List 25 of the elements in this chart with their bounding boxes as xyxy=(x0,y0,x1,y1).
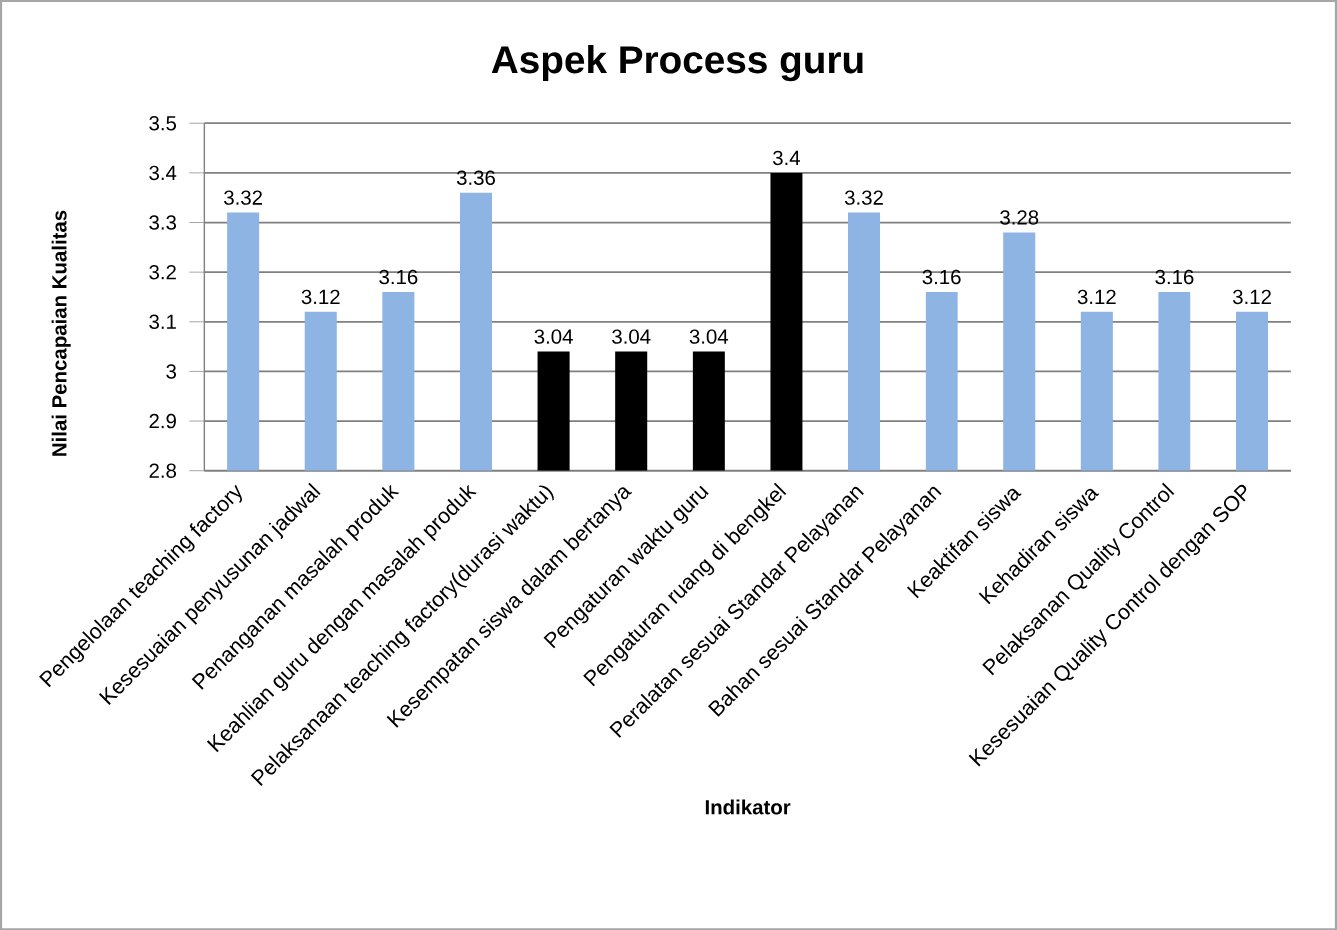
data-label: 3.12 xyxy=(1077,289,1116,304)
y-axis-title: Nilai Pencapaian Kualitas xyxy=(51,210,71,456)
chart-title: Aspek Process guru xyxy=(491,44,863,82)
data-label: 3.36 xyxy=(456,170,495,185)
data-label: 3.04 xyxy=(689,329,729,344)
y-tick-label: 3.1 xyxy=(149,314,176,329)
y-tick-label: 3.2 xyxy=(149,264,176,280)
data-label: 3.32 xyxy=(844,190,883,205)
y-tick-label: 3.3 xyxy=(149,215,177,230)
y-tick-label: 3 xyxy=(166,364,177,379)
x-axis-title: Indikator xyxy=(705,799,791,815)
data-label: 3.16 xyxy=(922,269,961,285)
data-label: 3.4 xyxy=(773,150,801,165)
data-label: 3.04 xyxy=(534,329,573,344)
data-label: 3.16 xyxy=(379,269,418,285)
data-label: 3.32 xyxy=(224,190,262,205)
data-label: 3.04 xyxy=(612,329,651,344)
y-tick-label: 3.4 xyxy=(149,165,177,180)
y-tick-label: 3.5 xyxy=(149,115,177,131)
y-tick-label: 2.8 xyxy=(149,463,177,478)
data-label: 3.28 xyxy=(1000,210,1039,225)
data-label: 3.16 xyxy=(1155,269,1194,285)
data-label: 3.12 xyxy=(301,289,340,304)
y-tick-label: 2.9 xyxy=(149,413,176,429)
data-label: 3.12 xyxy=(1232,289,1271,304)
